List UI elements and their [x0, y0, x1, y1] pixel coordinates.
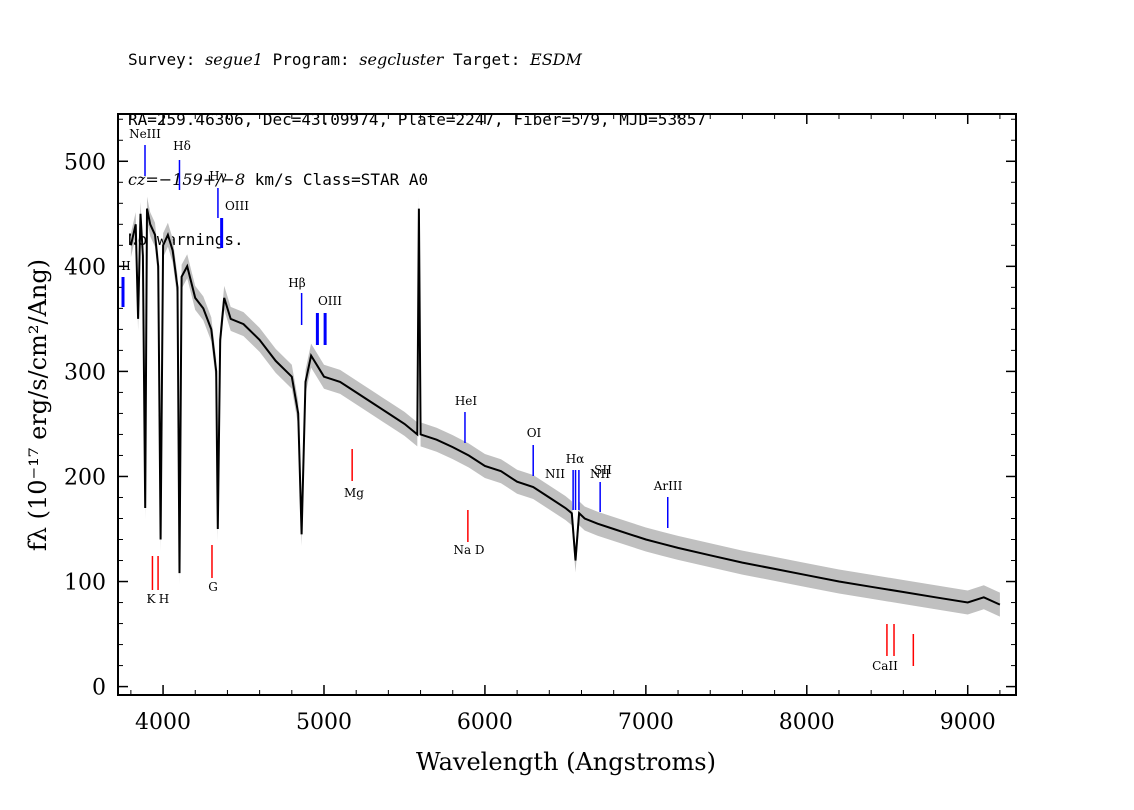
emission-label: ArIII: [653, 479, 683, 493]
y-axis-label: fλ (10⁻¹⁷ erg/s/cm²/Ang): [24, 259, 52, 551]
spectrum-line: [129, 208, 1001, 606]
y-axis-label-text: fλ (10⁻¹⁷ erg/s/cm²/Ang): [24, 259, 52, 551]
emission-label: HeI: [455, 394, 478, 408]
error-band: [130, 196, 1000, 617]
absorption-label: G: [208, 580, 218, 594]
absorption-label: H: [159, 592, 169, 606]
absorption-label: Na D: [453, 543, 484, 557]
x-tick-label: 7000: [618, 710, 674, 735]
absorption-label: K: [147, 592, 157, 606]
emission-label: NeIII: [129, 127, 161, 141]
x-tick-label: 5000: [296, 710, 352, 735]
x-tick-label: 4000: [135, 710, 191, 735]
survey-value: segue1: [205, 50, 263, 69]
x-tick-label: 8000: [779, 710, 835, 735]
y-tick-label: 0: [92, 676, 106, 701]
header-line-1: Survey: segue1 Program: segcluster Targe…: [128, 50, 582, 69]
header-line-3: cz=−159+/−8 km/s Class=STAR A0: [128, 170, 429, 189]
plot-area: 4000 5000 6000 7000 8000 9000 0 100 200 300 400 500…: [64, 113, 1017, 735]
program-value: segcluster: [359, 50, 444, 69]
emission-label: Hβ: [288, 276, 305, 290]
emission-label: OIII: [225, 199, 249, 213]
emission-label: II: [121, 259, 131, 273]
x-tick-label: 9000: [940, 710, 996, 735]
cz-value: cz=−159+/−8: [128, 170, 246, 189]
y-tick-label: 200: [64, 465, 106, 490]
x-tick-label: 6000: [457, 710, 513, 735]
y-tick-label: 100: [64, 571, 106, 596]
absorption-label: CaII: [872, 659, 898, 673]
y-tick-label: 500: [64, 150, 106, 175]
emission-label: Hγ: [209, 169, 227, 183]
emission-label: NII: [590, 467, 610, 481]
emission-label: SII: [594, 463, 612, 477]
emission-label: Hα: [566, 452, 585, 466]
emission-label: OIII: [318, 294, 342, 308]
emission-label: Hδ: [173, 139, 191, 153]
y-tick-label: 400: [64, 255, 106, 280]
target-value: ESDM: [530, 50, 582, 69]
plot-frame: [117, 113, 1017, 696]
y-tick-label: 300: [64, 360, 106, 385]
absorption-label: Mg: [344, 486, 364, 500]
x-axis-label: Wavelength (Angstroms): [416, 748, 716, 776]
emission-label: OI: [527, 426, 542, 440]
emission-label: NII: [545, 467, 565, 481]
